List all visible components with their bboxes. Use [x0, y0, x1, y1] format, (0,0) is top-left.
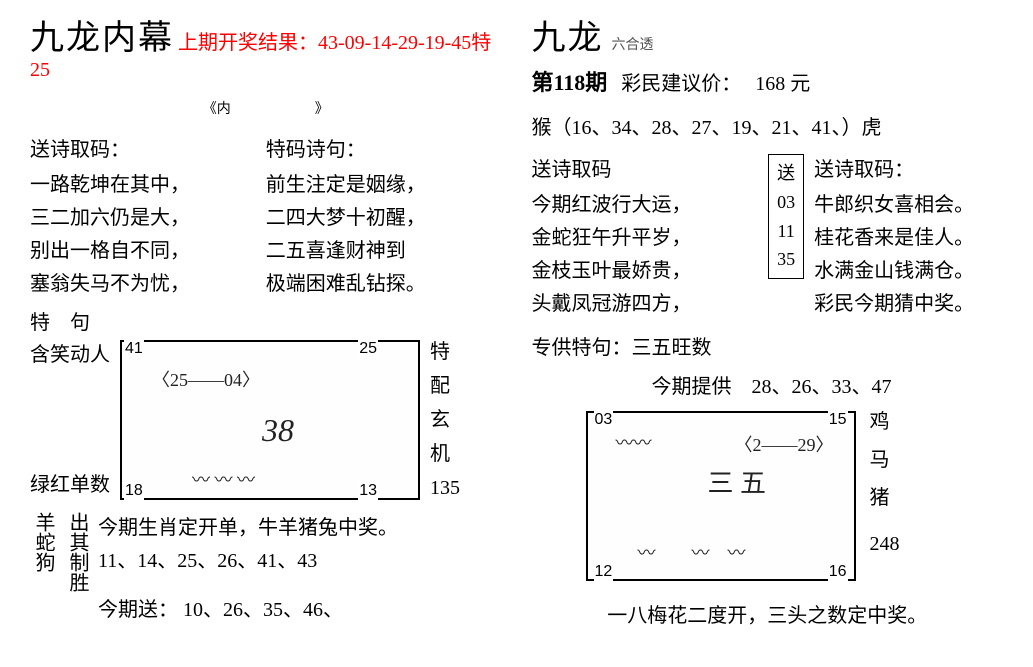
- rt-left-poem: 送诗取码 今期红波行大运， 金蛇狂午升平岁， 金枝玉叶最娇贵， 头戴凤冠游四方，: [532, 154, 759, 321]
- vr4: 机: [430, 442, 460, 466]
- rrp-3: 水满金山钱满仓。: [814, 255, 1003, 288]
- bz-block: 今期生肖定开单，牛羊猪兔中奖。 11、14、25、26、41、43 今期送： 1…: [98, 512, 398, 627]
- rlp-4: 头戴凤冠游四方，: [532, 288, 759, 321]
- box-head: 送: [777, 159, 795, 188]
- zodiac-sentence: 今期生肖定开单，牛羊猪兔中奖。: [98, 512, 398, 545]
- r-corner-bl: 12: [594, 563, 614, 581]
- issue: 第118期: [532, 65, 608, 97]
- send-box: 送 03 11 35: [768, 154, 804, 279]
- rlp-1: 今期红波行大运，: [532, 189, 759, 222]
- corner-tr: 25: [358, 340, 378, 358]
- rlp-3: 金枝玉叶最娇贵，: [532, 255, 759, 288]
- lp-1: 一路乾坤在其中，: [30, 169, 266, 202]
- price-label: 彩民建议价：: [621, 67, 741, 96]
- rt-right-poem: 送诗取码： 牛郎织女喜相会。 桂花香来是佳人。 水满金山钱满仓。 彩民今期猜中奖…: [814, 154, 1003, 321]
- vr3: 玄: [430, 408, 460, 432]
- zodiac-line: 猴（16、34、28、27、19、21、41、）虎: [532, 111, 1004, 140]
- rt-lp-heading: 送诗取码: [532, 154, 759, 187]
- vr2: 配: [430, 374, 460, 398]
- supply-line: 专供特句：三五旺数: [532, 331, 1004, 360]
- right-poem-heading: 特码诗句：: [266, 134, 502, 167]
- corner-br: 13: [358, 482, 378, 500]
- corner-bl: 18: [124, 482, 144, 500]
- corner-tl: 41: [124, 340, 144, 358]
- right-title: 九龙: [532, 10, 604, 59]
- rrp-1: 牛郎织女喜相会。: [814, 189, 1003, 222]
- rlp-2: 金蛇狂午升平岁，: [532, 222, 759, 255]
- left-side-hints: 含笑动人 绿红单数: [30, 340, 110, 500]
- sc3: 猪: [870, 479, 900, 517]
- left-poem: 送诗取码： 一路乾坤在其中， 三二加六仍是大， 别出一格自不同， 塞翁失马不为忧…: [30, 134, 266, 301]
- lp-3: 别出一格自不同，: [30, 235, 266, 268]
- num-right: 135: [430, 476, 460, 500]
- right-diagram-wrap: 03 15 12 16 〈2——29〉 三 五 〰〰 〰 〰 〰 鸡 马 猪 2…: [532, 403, 1004, 581]
- zodiac-numbers: 11、14、25、26、41、43: [98, 545, 398, 578]
- vr1: 特: [430, 340, 460, 364]
- r-corner-tl: 03: [594, 411, 614, 429]
- rrp-2: 桂花香来是佳人。: [814, 222, 1003, 255]
- right-side-col: 鸡 马 猪 248: [870, 403, 900, 563]
- right-poem: 特码诗句： 前生注定是姻缘， 二四大梦十初醒， 二五喜逢财神到 极端困难乱钻探。: [266, 134, 502, 301]
- left-bottom: 羊蛇狗 出其制胜 今期生肖定开单，牛羊猪兔中奖。 11、14、25、26、41、…: [30, 512, 502, 627]
- right-title-row: 九龙 六合透: [532, 10, 1004, 59]
- send-label: 今期送：: [98, 599, 178, 621]
- rrp-4: 彩民今期猜中奖。: [814, 288, 1003, 321]
- bv-mid: 出其制胜: [64, 512, 90, 627]
- hint-b: 绿红单数: [30, 470, 110, 500]
- today-numbers: 28、26、33、47: [752, 376, 892, 398]
- scribble2: 38: [262, 412, 294, 449]
- side-num: 248: [870, 525, 900, 563]
- lp-2: 三二加六仍是大，: [30, 202, 266, 235]
- price-value: 168 元: [755, 67, 810, 96]
- r-corner-br: 16: [828, 563, 848, 581]
- right-header: 第118期 彩民建议价： 168 元: [532, 65, 1004, 97]
- right-diagram: 03 15 12 16 〈2——29〉 三 五 〰〰 〰 〰 〰: [586, 411, 856, 581]
- box-n2: 11: [777, 217, 795, 246]
- result-label: 上期开奖结果：: [178, 32, 318, 54]
- rp-1: 前生注定是姻缘，: [266, 169, 502, 202]
- rp-4: 极端困难乱钻探。: [266, 268, 502, 301]
- box-n3: 35: [777, 245, 795, 274]
- r-corner-tr: 15: [828, 411, 848, 429]
- lp-4: 塞翁失马不为忧，: [30, 268, 266, 301]
- r-scribble2: 三 五: [708, 463, 767, 500]
- r-scribble1: 〈2——29〉: [735, 431, 834, 457]
- left-diagram-row: 含笑动人 绿红单数 41 25 18 13 〈25——04〉 38 〰 〰 〰 …: [30, 340, 502, 500]
- send-numbers: 10、26、35、46、: [183, 599, 343, 621]
- sc1: 鸡: [870, 403, 900, 441]
- right-panel: 九龙 六合透 第118期 彩民建议价： 168 元 猴（16、34、28、27、…: [522, 0, 1033, 667]
- inner-subtitle: 《内 》: [30, 98, 502, 118]
- scribble1: 〈25——04〉: [152, 366, 260, 392]
- box-n1: 03: [777, 188, 795, 217]
- bv-left: 羊蛇狗: [30, 512, 56, 627]
- left-header: 九龙内幕 上期开奖结果：43-09-14-29-19-45特25: [30, 10, 502, 82]
- closer: 一八梅花二度开，三头之数定中奖。: [532, 599, 1004, 628]
- rp-2: 二四大梦十初醒，: [266, 202, 502, 235]
- left-poem-heading: 送诗取码：: [30, 134, 266, 167]
- special-line: 特 句: [30, 307, 502, 340]
- left-title: 九龙内幕: [30, 10, 174, 59]
- hint-a: 含笑动人: [30, 340, 110, 370]
- left-panel: 九龙内幕 上期开奖结果：43-09-14-29-19-45特25 《内 》 送诗…: [0, 0, 522, 667]
- left-vert-right: 特 配 玄 机 135: [430, 340, 460, 500]
- left-diagram: 41 25 18 13 〈25——04〉 38 〰 〰 〰: [120, 340, 420, 500]
- poem-row: 送诗取码： 一路乾坤在其中， 三二加六仍是大， 别出一格自不同， 塞翁失马不为忧…: [30, 134, 502, 301]
- right-poems: 送诗取码 今期红波行大运， 金蛇狂午升平岁， 金枝玉叶最娇贵， 头戴凤冠游四方，…: [532, 154, 1004, 321]
- today-label: 今期提供: [652, 376, 732, 398]
- sc2: 马: [870, 441, 900, 479]
- today-supply: 今期提供 28、26、33、47: [652, 370, 1004, 399]
- right-title-sub: 六合透: [612, 38, 710, 53]
- rt-rp-heading: 送诗取码：: [814, 154, 1003, 187]
- rp-3: 二五喜逢财神到: [266, 235, 502, 268]
